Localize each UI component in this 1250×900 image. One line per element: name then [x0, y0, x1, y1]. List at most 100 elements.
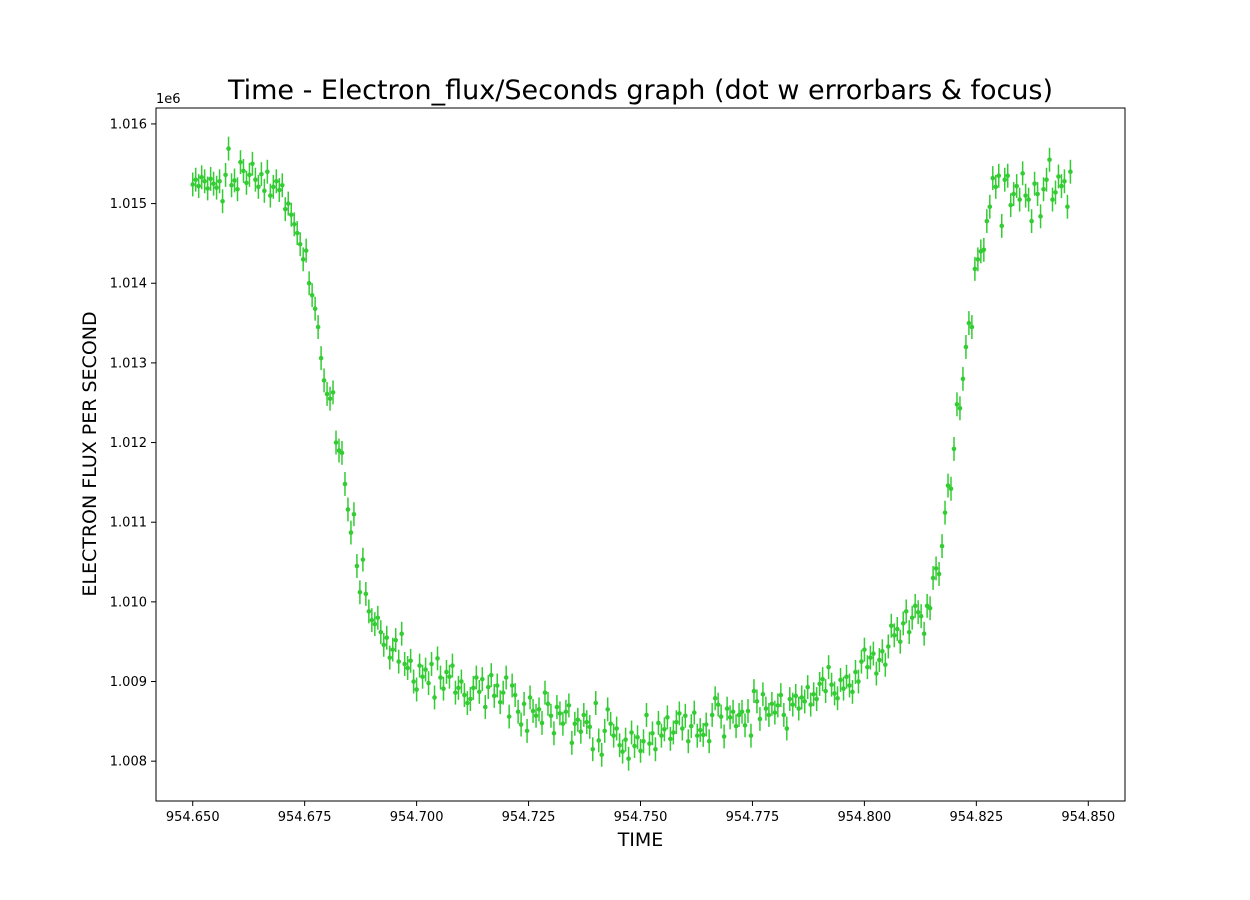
data-point — [832, 691, 837, 696]
data-point — [381, 642, 387, 648]
data-point — [981, 247, 987, 253]
data-point — [432, 695, 437, 700]
data-point — [790, 702, 796, 707]
data-point — [605, 707, 610, 712]
data-point — [318, 355, 324, 361]
data-point — [906, 629, 912, 635]
data-point — [641, 738, 646, 744]
data-point — [593, 700, 599, 706]
data-point — [617, 742, 622, 748]
x-tick-label: 954.750 — [614, 810, 668, 825]
data-point — [375, 615, 381, 621]
data-point — [903, 609, 909, 614]
data-point — [366, 609, 372, 614]
data-point — [674, 719, 679, 725]
data-point — [706, 738, 712, 744]
data-point — [512, 692, 518, 698]
data-point — [497, 699, 503, 705]
data-point — [915, 609, 921, 615]
data-point — [668, 736, 673, 742]
data-point — [265, 169, 270, 175]
data-point — [817, 681, 822, 687]
data-point — [250, 161, 255, 167]
data-point — [969, 324, 975, 330]
data-point — [545, 701, 551, 707]
data-point — [1035, 191, 1040, 197]
data-point — [718, 714, 724, 719]
data-point — [987, 204, 993, 210]
data-point — [996, 173, 1002, 179]
data-point — [321, 378, 327, 383]
data-point — [435, 656, 440, 661]
data-point — [399, 631, 404, 637]
data-point — [993, 184, 999, 190]
data-point — [709, 712, 715, 718]
data-point — [211, 181, 216, 186]
data-point — [951, 446, 957, 452]
data-point — [229, 182, 234, 188]
data-point — [262, 188, 267, 194]
data-point — [503, 675, 509, 680]
data-point — [823, 688, 828, 694]
data-point — [972, 266, 978, 272]
data-point — [563, 709, 569, 715]
data-point — [1017, 197, 1022, 202]
data-point — [999, 223, 1005, 229]
data-point — [868, 655, 873, 660]
data-point — [1008, 202, 1014, 208]
data-point — [665, 715, 670, 720]
data-point — [945, 483, 951, 488]
y-tick-label: 1.011 — [110, 516, 147, 531]
data-point — [623, 737, 628, 742]
data-point — [599, 752, 605, 758]
data-point — [596, 738, 602, 743]
data-point — [1044, 177, 1049, 182]
data-point — [611, 733, 616, 738]
data-point — [226, 146, 231, 151]
data-point — [426, 680, 431, 686]
data-point — [456, 685, 461, 691]
data-point — [348, 530, 354, 535]
data-point — [465, 700, 470, 706]
data-point — [1038, 214, 1043, 219]
data-point — [856, 679, 861, 684]
data-point — [276, 187, 282, 193]
data-point — [444, 669, 449, 675]
x-tick-label: 954.725 — [502, 810, 556, 825]
data-point — [1068, 169, 1073, 175]
data-point — [291, 221, 297, 227]
data-point — [930, 575, 936, 581]
data-point — [282, 206, 288, 212]
x-tick-label: 954.650 — [166, 810, 220, 825]
data-point — [841, 686, 846, 691]
data-point — [635, 734, 640, 740]
data-point — [247, 172, 252, 178]
data-point — [259, 171, 264, 177]
data-points — [190, 136, 1073, 771]
data-point — [632, 743, 637, 749]
data-point — [1023, 193, 1028, 198]
data-point — [268, 193, 273, 198]
data-point — [294, 230, 300, 236]
data-point — [1041, 186, 1046, 192]
data-point — [703, 722, 709, 727]
data-point — [506, 714, 512, 719]
data-point — [680, 726, 685, 731]
data-point — [488, 672, 494, 678]
y-tick-label: 1.016 — [110, 117, 147, 132]
data-point — [853, 669, 858, 675]
data-point — [877, 657, 882, 663]
data-point — [312, 306, 318, 312]
data-point — [662, 727, 667, 732]
data-point — [223, 172, 228, 178]
data-point — [584, 719, 590, 725]
data-point — [471, 685, 476, 691]
data-point — [274, 178, 279, 184]
data-point — [691, 710, 697, 715]
data-point — [602, 728, 607, 734]
data-point — [324, 391, 330, 397]
data-point — [650, 730, 655, 736]
data-point — [933, 566, 939, 571]
data-point — [730, 709, 736, 715]
data-point — [960, 376, 966, 382]
